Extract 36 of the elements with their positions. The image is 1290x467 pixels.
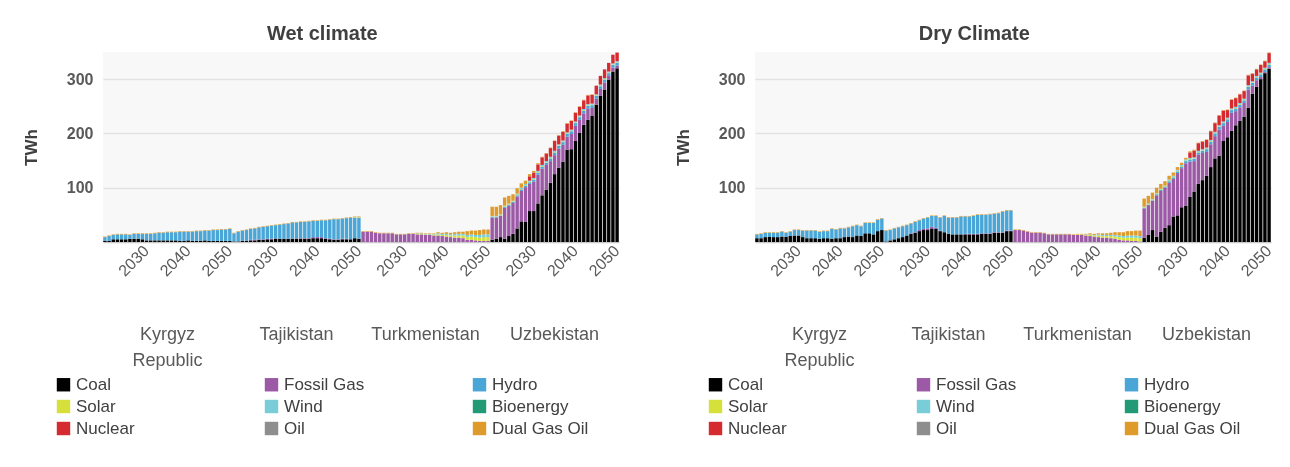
- legend-label: Solar: [728, 396, 769, 416]
- y-axis-title: TWh: [673, 129, 693, 166]
- legend-label: Dual Gas Oil: [492, 418, 589, 438]
- text: Kyrgyz Republic: [132, 324, 203, 370]
- legend-label: Wind: [936, 396, 975, 416]
- legend-label: Fossil Gas: [936, 374, 1017, 394]
- y-tick-label: 100: [66, 179, 94, 197]
- legend-label: Solar: [76, 396, 117, 416]
- y-tick-label: 100: [718, 179, 746, 197]
- chart-title: Dry Climate: [918, 22, 1030, 44]
- legend-label: Wind: [284, 396, 323, 416]
- text: Turkmenistan: [371, 324, 480, 344]
- text: Tajikistan: [259, 324, 334, 344]
- y-tick-label: 300: [66, 70, 94, 88]
- chart-title: Wet climate: [266, 22, 378, 44]
- legend-label: Dual Gas Oil: [1144, 418, 1241, 438]
- legend-label: Oil: [936, 418, 957, 438]
- legend-label: Oil: [284, 418, 305, 438]
- text: Uzbekistan: [509, 324, 600, 344]
- text: Uzbekistan: [1161, 324, 1252, 344]
- y-tick-label: 200: [718, 124, 746, 142]
- text: Kyrgyz Republic: [784, 324, 855, 370]
- text: Turkmenistan: [1023, 324, 1132, 344]
- legend-label: Bioenergy: [1144, 396, 1222, 416]
- legend-label: Bioenergy: [492, 396, 570, 416]
- legend-label: Coal: [76, 374, 111, 394]
- text: Tajikistan: [911, 324, 986, 344]
- legend-label: Nuclear: [76, 418, 135, 438]
- y-axis-title: TWh: [21, 129, 41, 166]
- y-tick-label: 300: [718, 70, 746, 88]
- legend-label: Nuclear: [728, 418, 787, 438]
- legend-label: Fossil Gas: [284, 374, 365, 394]
- legend-label: Hydro: [1144, 374, 1190, 394]
- y-tick-label: 200: [66, 124, 94, 142]
- legend-label: Hydro: [492, 374, 538, 394]
- legend-label: Coal: [728, 374, 763, 394]
